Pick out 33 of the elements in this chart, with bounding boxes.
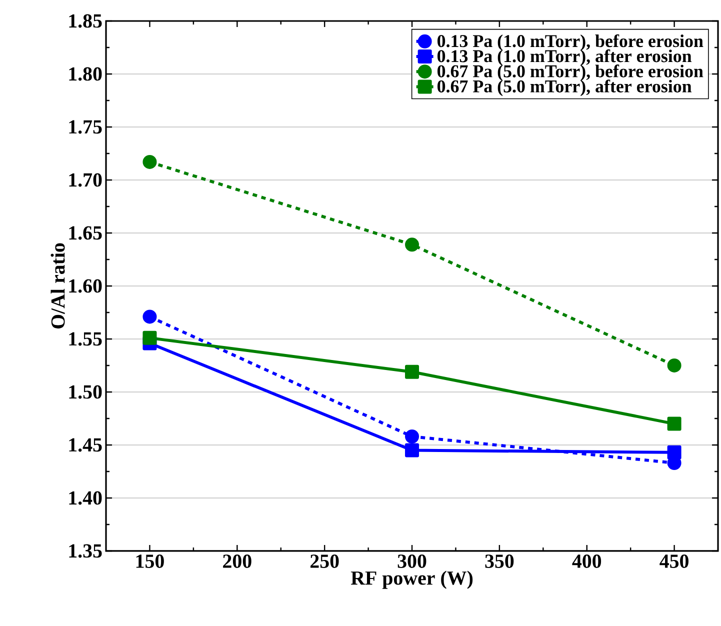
point [142,330,157,345]
y-tick-label: 1.40 [69,491,102,505]
point [667,358,682,372]
x-tick-label: 350 [485,554,514,568]
x-tick-label: 250 [310,554,339,568]
x-tick-label: 150 [136,554,164,568]
legend-label: 0.67 Pa (5.0 mTorr), after erosion [438,80,692,96]
point [405,238,420,252]
x-tick-label: 400 [572,554,602,568]
point [405,364,420,379]
y-tick-label: 1.45 [69,438,102,452]
point [405,443,420,458]
x-tick-label: 300 [398,554,426,568]
x-tick-label: 200 [223,554,252,568]
x-axis-title: RF power (W) [350,570,473,589]
y-tick-label: 1.55 [69,332,102,346]
legend-label: 0.13 Pa (1.0 mTorr), after erosion [438,49,692,66]
legend-label: 0.67 Pa (5.0 mTorr), before erosion [438,64,704,81]
x-tick-label: 450 [660,554,688,568]
point [142,310,157,324]
y-tick-label: 1.70 [69,173,102,187]
y-tick-label: 1.50 [69,385,102,399]
y-tick-label: 1.80 [69,67,102,81]
point [405,430,420,444]
point [142,154,157,169]
y-tick-label: 1.65 [69,226,102,240]
y-tick-label: 1.85 [69,14,102,28]
point [667,445,682,460]
y-tick-label: 1.60 [69,279,102,293]
y-tick-label: 1.75 [69,120,102,134]
y-tick-label: 1.35 [69,544,102,558]
point [667,416,682,431]
y-axis-title: O/Al ratio [50,243,65,328]
